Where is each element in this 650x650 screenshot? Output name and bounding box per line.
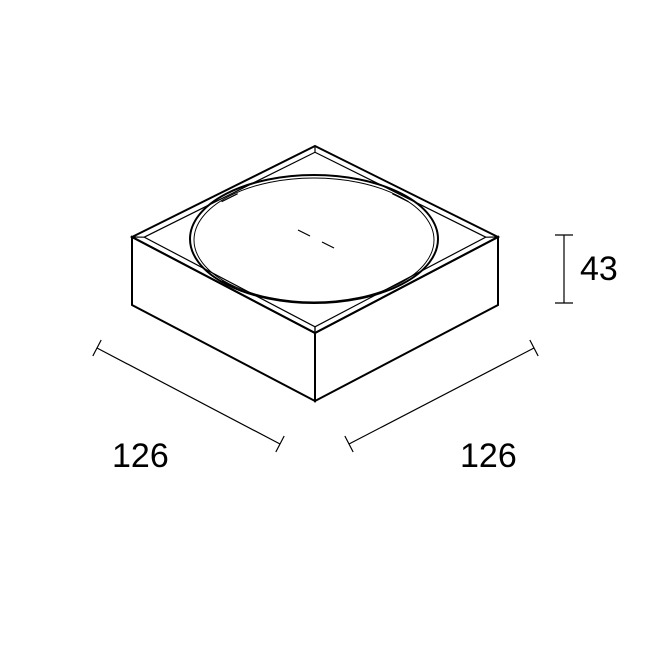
dim-line-right — [349, 348, 534, 444]
dim-line-right-tick-a — [345, 436, 353, 452]
box-wall-left — [132, 237, 315, 401]
dim-line-right-tick-b — [530, 340, 538, 356]
dim-line-left-tick-a — [93, 340, 101, 356]
dim-label-left: 126 — [112, 437, 169, 475]
dim-label-height: 43 — [580, 250, 618, 288]
box-wall-right — [315, 237, 498, 401]
dim-line-left — [97, 348, 280, 444]
dim-label-right: 126 — [460, 437, 517, 475]
center-mark-1 — [298, 230, 310, 236]
dim-line-left-tick-b — [276, 436, 284, 452]
center-mark-2 — [322, 242, 334, 248]
